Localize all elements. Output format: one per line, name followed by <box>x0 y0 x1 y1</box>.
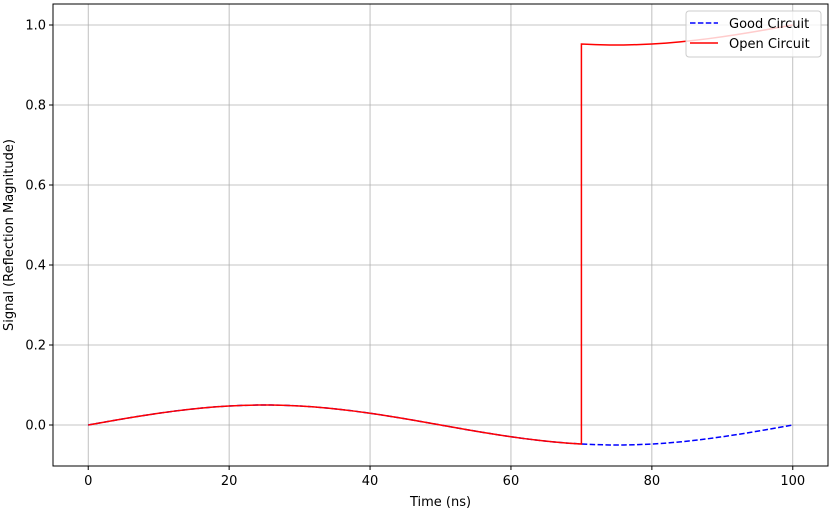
grid <box>53 4 828 466</box>
legend-label-good: Good Circuit <box>729 17 809 32</box>
x-tick-label: 20 <box>221 474 238 489</box>
y-tick-label: 0.4 <box>25 259 46 274</box>
y-tick-label: 0.8 <box>25 99 46 114</box>
x-tick-label: 80 <box>644 474 661 489</box>
plot-frame <box>52 3 829 467</box>
legend-label-open: Open Circuit <box>729 37 810 52</box>
x-tick-label: 100 <box>780 474 805 489</box>
y-tick-label: 0.6 <box>25 179 46 194</box>
x-axis-label: Time (ns) <box>409 495 471 510</box>
y-tick-label: 0.0 <box>25 419 46 434</box>
x-tick-label: 60 <box>503 474 520 489</box>
series-line-open-circuit <box>88 24 793 445</box>
y-tick-label: 0.2 <box>25 339 46 354</box>
y-axis-label: Signal (Reflection Magnitude) <box>2 139 17 331</box>
y-tick-label: 1.0 <box>25 19 46 34</box>
ticks: 0 20 40 60 80 100 0.0 0.2 0.4 0.6 0.8 1.0 <box>25 19 805 490</box>
x-tick-label: 0 <box>84 474 92 489</box>
legend: Good Circuit Open Circuit <box>685 10 822 58</box>
legend-box <box>685 10 822 58</box>
series-lines <box>88 24 793 446</box>
x-tick-label: 40 <box>362 474 379 489</box>
